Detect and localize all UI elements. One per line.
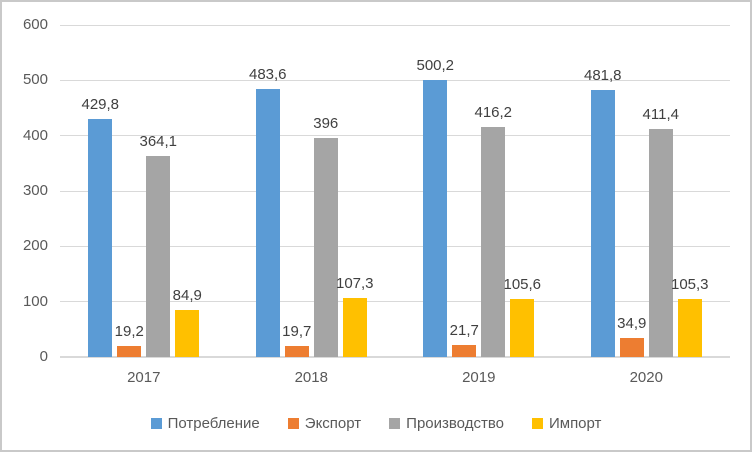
gridline	[60, 135, 730, 137]
legend-item: Импорт	[531, 414, 602, 432]
y-axis-tick-label: 400	[22, 126, 48, 144]
gridline	[60, 79, 730, 81]
legend-label: Производство	[406, 414, 504, 432]
legend-label: Экспорт	[304, 414, 362, 432]
data-label: 34,9	[617, 314, 647, 332]
legend-item: Экспорт	[287, 414, 362, 432]
x-axis-category-label: 2017	[127, 369, 161, 386]
y-axis-tick-label: 600	[22, 16, 48, 33]
x-axis-line	[60, 356, 730, 358]
bar-2019-series-2	[481, 126, 506, 357]
legend: Потребление Экспорт Производство Импорт	[2, 410, 750, 436]
bar-2018-series-0	[255, 89, 280, 357]
data-label: 416,2	[474, 103, 513, 121]
gridline	[60, 245, 730, 247]
bar-2019-series-1	[452, 344, 477, 357]
x-axis-category-label: 2019	[462, 369, 496, 386]
data-label: 19,2	[114, 323, 144, 341]
legend-item: Производство	[389, 415, 504, 432]
bar-2017-series-2	[146, 155, 171, 357]
bar-2020-series-2	[648, 129, 673, 357]
bar-2017-series-1	[117, 346, 142, 357]
bar-2020-series-0	[590, 90, 615, 357]
data-label: 84,9	[172, 287, 202, 305]
legend-swatch-icon	[389, 417, 401, 429]
legend-swatch-icon	[287, 417, 299, 429]
bar-2018-series-1	[284, 346, 309, 357]
bar-2018-series-2	[313, 137, 338, 357]
legend-swatch-icon	[150, 417, 162, 429]
legend-label: Потребление	[167, 414, 260, 432]
bar-2019-series-3	[510, 298, 535, 357]
legend-item: Потребление	[150, 414, 260, 432]
data-label: 481,8	[583, 67, 622, 85]
gridline	[60, 301, 730, 303]
y-axis-tick-label: 300	[22, 182, 48, 199]
bar-2020-series-3	[677, 298, 702, 357]
y-axis-tick-label: 100	[22, 292, 48, 310]
data-label: 21,7	[449, 321, 479, 339]
x-axis-category-label: 2020	[629, 369, 663, 386]
data-label: 105,6	[503, 275, 542, 293]
data-label: 105,3	[670, 275, 709, 293]
legend-label: Импорт	[548, 414, 602, 432]
data-label: 483,6	[248, 66, 287, 84]
bar-2020-series-1	[619, 337, 644, 357]
data-label: 500,2	[416, 57, 455, 75]
y-axis-tick-label: 0	[39, 348, 48, 365]
bar-2017-series-3	[175, 310, 200, 357]
y-axis-tick-label: 200	[22, 237, 48, 255]
x-axis-category-label: 2018	[294, 369, 328, 386]
data-label: 429,8	[81, 96, 120, 114]
gridline	[60, 24, 730, 26]
bar-2019-series-0	[423, 80, 448, 357]
data-label: 19,7	[282, 323, 312, 341]
y-axis-tick-label: 500	[22, 71, 48, 89]
data-label: 396	[313, 114, 339, 132]
data-label: 411,4	[642, 106, 679, 124]
data-label: 364,1	[139, 132, 178, 150]
gridline	[60, 190, 730, 192]
data-label: 107,3	[335, 274, 374, 292]
bar-2017-series-0	[88, 119, 113, 357]
legend-swatch-icon	[531, 417, 543, 429]
bar-2018-series-3	[342, 297, 367, 357]
